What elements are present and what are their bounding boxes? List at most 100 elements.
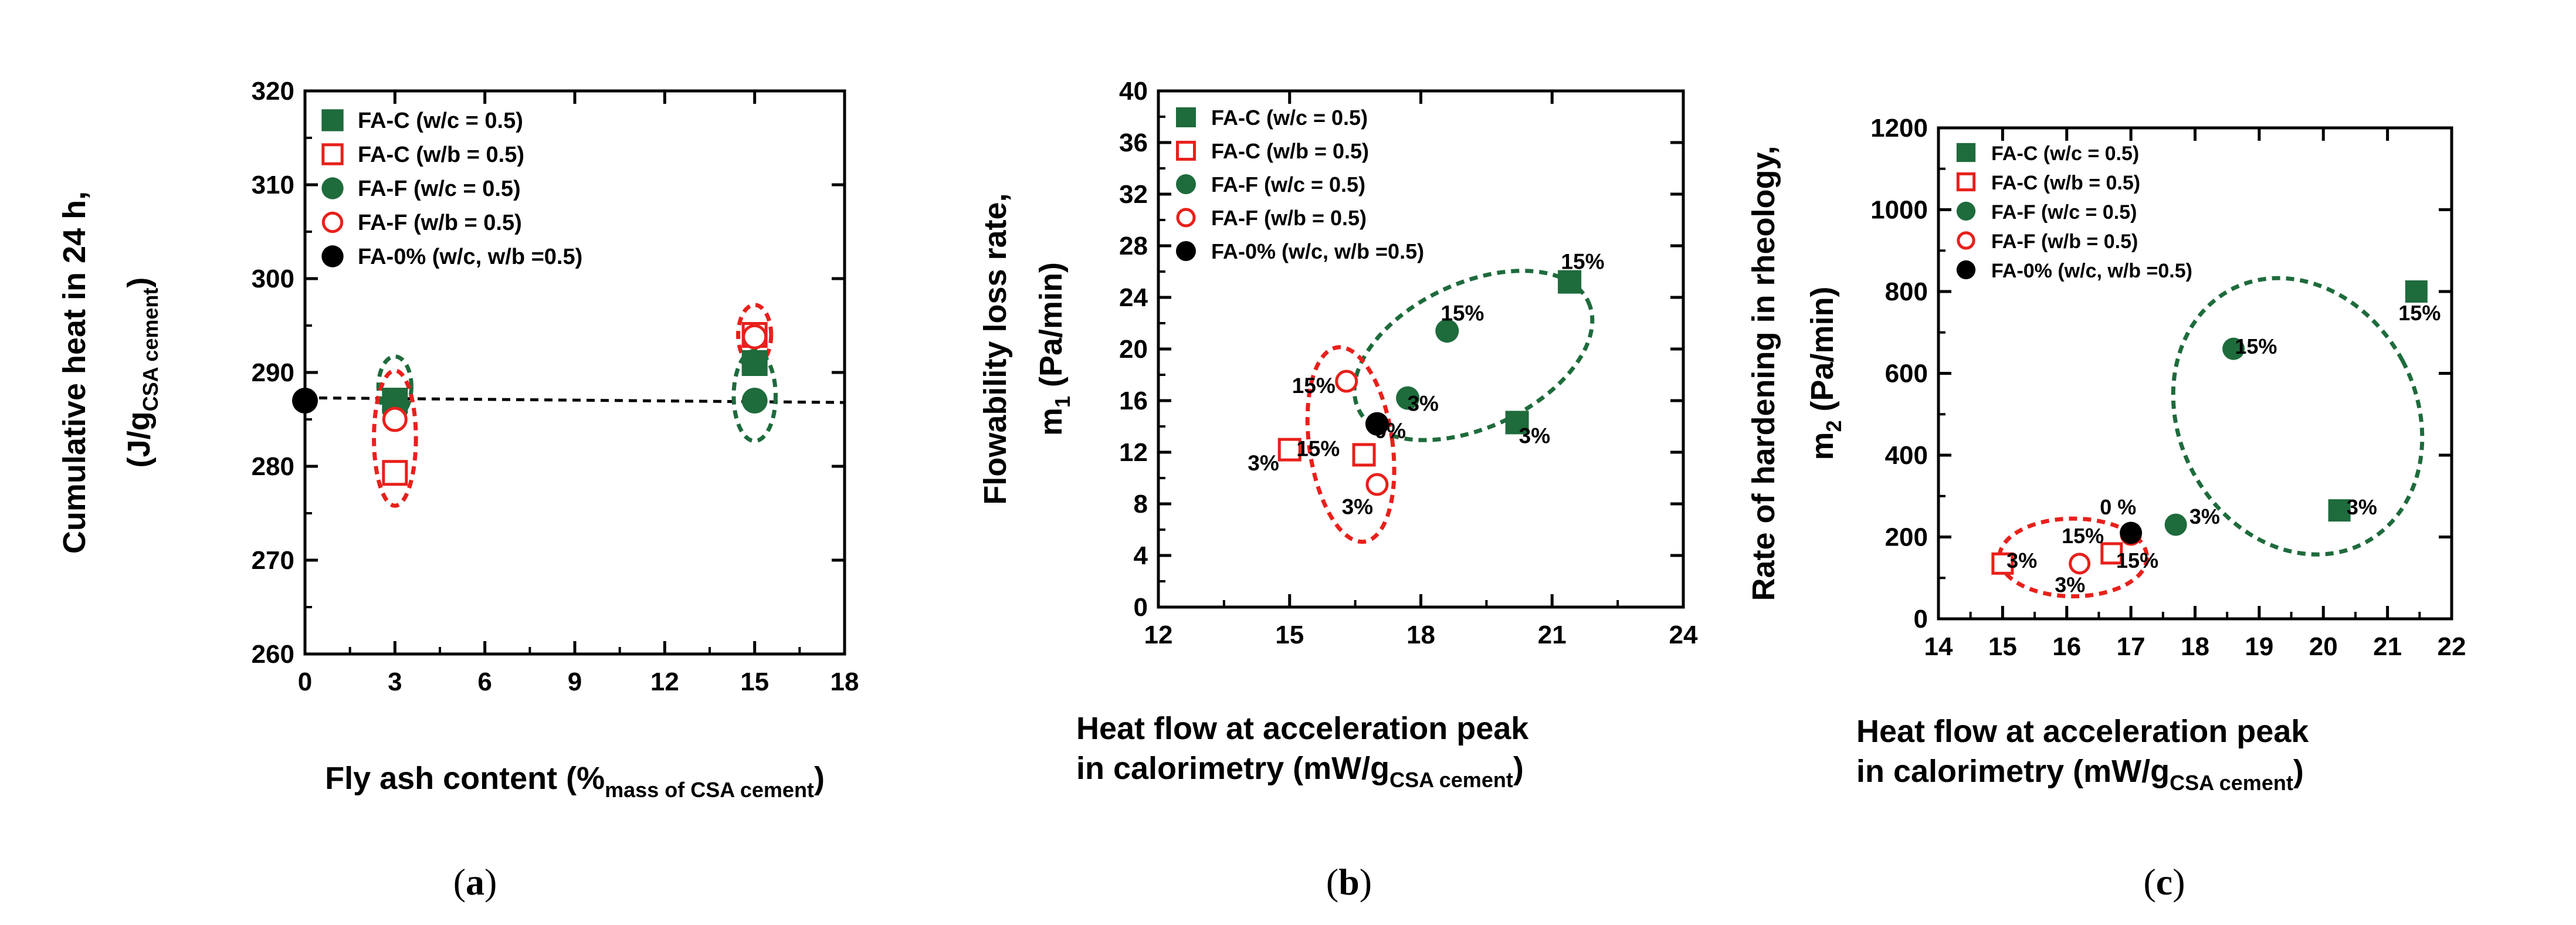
y-axis-label-line2: (J/gCSA cement) <box>121 277 162 468</box>
grouping-ellipse-green <box>2171 276 2425 557</box>
point-annotation: 3% <box>2189 504 2220 528</box>
caption-b: (b) <box>1326 861 1372 903</box>
x-tick-label: 9 <box>568 668 582 696</box>
legend-label: FA-C (w/c = 0.5) <box>1211 106 1368 130</box>
legend-label: FA-F (w/b = 0.5) <box>1991 231 2138 253</box>
point-annotation: 3% <box>1519 424 1550 448</box>
x-tick-label: 12 <box>650 668 679 696</box>
y-tick-label: 300 <box>252 265 294 293</box>
x-axis-label: Fly ash content (%mass of CSA cement) <box>325 761 825 802</box>
x-tick-label: 17 <box>2117 632 2145 661</box>
x-axis-label-line2: in calorimetry (mW/gCSA cement) <box>1076 751 1524 792</box>
data-point <box>382 406 408 432</box>
point-annotation: 15% <box>1561 250 1604 274</box>
data-point <box>382 460 408 486</box>
data-point <box>1505 411 1529 435</box>
y-tick-label: 270 <box>252 546 294 575</box>
legend-marker <box>321 109 344 131</box>
y-tick-label: 4 <box>1134 541 1148 570</box>
y-tick-label: 280 <box>252 452 294 481</box>
y-tick-label: 0 <box>1134 593 1148 622</box>
x-tick-label: 6 <box>477 668 492 696</box>
legend-label: FA-F (w/b = 0.5) <box>358 211 522 235</box>
point-annotation: 3% <box>2006 548 2037 572</box>
data-point <box>2069 553 2091 575</box>
y-tick-label: 28 <box>1119 232 1148 260</box>
legend-label: FA-0% (w/c, w/b =0.5) <box>358 245 582 269</box>
y-tick-label: 12 <box>1119 438 1148 467</box>
legend-label: FA-C (w/b = 0.5) <box>358 143 524 167</box>
caption-c: (c) <box>2143 861 2185 903</box>
legend-label: FA-C (w/b = 0.5) <box>1211 139 1369 163</box>
plot-frame <box>1157 89 1685 609</box>
legend-label: FA-0% (w/c, w/b =0.5) <box>1991 260 2192 282</box>
point-annotation: 15% <box>2062 524 2104 548</box>
panel-b: 12 15 18 21 24 0 4 8 12 16 20 24 28 32 36 40 Flowability… <box>978 77 1698 792</box>
grouping-ellipse-red <box>372 368 418 508</box>
point-annotation: 15% <box>1440 301 1484 326</box>
y-tick-label: 24 <box>1119 283 1148 312</box>
point-annotation: 3% <box>1342 495 1373 519</box>
legend-marker <box>1176 107 1196 127</box>
caption-a: (a) <box>453 861 497 903</box>
x-tick-label: 16 <box>2052 632 2081 661</box>
x-tick-label: 0 <box>298 668 312 696</box>
x-tick-label: 22 <box>2438 632 2466 661</box>
legend-label: FA-F (w/c = 0.5) <box>358 177 521 201</box>
x-tick-label: 18 <box>1406 621 1435 649</box>
legend-marker <box>1176 241 1196 261</box>
y-tick-label: 1200 <box>1870 114 1928 143</box>
x-tick-label: 15 <box>1988 632 2017 661</box>
y-tick-label: 32 <box>1119 180 1148 209</box>
y-tick-label: 320 <box>252 77 294 106</box>
x-tick-label: 24 <box>1669 621 1698 649</box>
point-annotation: 0 % <box>2100 495 2136 519</box>
legend-marker <box>321 143 344 165</box>
grouping-ellipse-green <box>1352 269 1595 442</box>
data-point <box>742 324 768 350</box>
point-annotation: 15% <box>1296 437 1340 461</box>
legend-marker <box>1176 174 1196 194</box>
y-tick-label: 260 <box>252 640 294 669</box>
data-point <box>2405 280 2428 303</box>
y-tick-label: 600 <box>1885 360 1928 388</box>
legend-marker <box>1176 141 1196 161</box>
y-tick-label: 400 <box>1885 441 1928 470</box>
point-annotation: 15% <box>2116 548 2158 572</box>
legend-label: FA-F (w/c = 0.5) <box>1991 201 2137 223</box>
grouping-ellipse-red <box>736 303 774 367</box>
legend-marker <box>1956 201 1976 221</box>
y-tick-label: 36 <box>1119 128 1148 157</box>
data-point <box>741 350 768 376</box>
legend-marker <box>1176 208 1196 228</box>
x-tick-label: 18 <box>2181 632 2209 661</box>
point-annotation: 3% <box>1248 451 1279 475</box>
data-point <box>1365 412 1389 436</box>
grouping-ellipse-green <box>376 354 413 419</box>
point-annotation: 0% <box>1375 419 1406 443</box>
data-point <box>1435 319 1459 343</box>
grouping-ellipse-red <box>1997 516 2149 599</box>
data-point <box>1352 443 1376 467</box>
legend-marker <box>321 177 344 199</box>
x-tick-label: 15 <box>740 668 769 696</box>
data-point <box>292 388 318 414</box>
data-point <box>1991 552 2014 575</box>
data-point <box>1277 438 1301 462</box>
x-tick-label: 14 <box>1924 632 1953 661</box>
point-annotation: 15% <box>2398 301 2441 325</box>
y-tick-label: 40 <box>1119 77 1148 106</box>
x-axis-label-line2: in calorimetry (mW/gCSA cement) <box>1856 754 2304 795</box>
legend-marker <box>321 211 344 233</box>
point-annotation: 3% <box>2347 495 2377 519</box>
grouping-ellipse-red <box>1305 345 1397 544</box>
legend-label: FA-F (w/b = 0.5) <box>1211 206 1367 230</box>
panel-a: 0 3 6 9 12 15 18 260 270 280 290 300 310 320 Cumulativ… <box>57 77 859 802</box>
point-annotation: 3% <box>1407 392 1438 416</box>
x-tick-label: 15 <box>1275 621 1304 649</box>
x-tick-label: 21 <box>2373 632 2402 661</box>
data-point <box>2120 521 2143 544</box>
y-axis-label-line1: Rate of hardening in rheology, <box>1746 145 1781 601</box>
y-tick-label: 1000 <box>1870 196 1928 225</box>
